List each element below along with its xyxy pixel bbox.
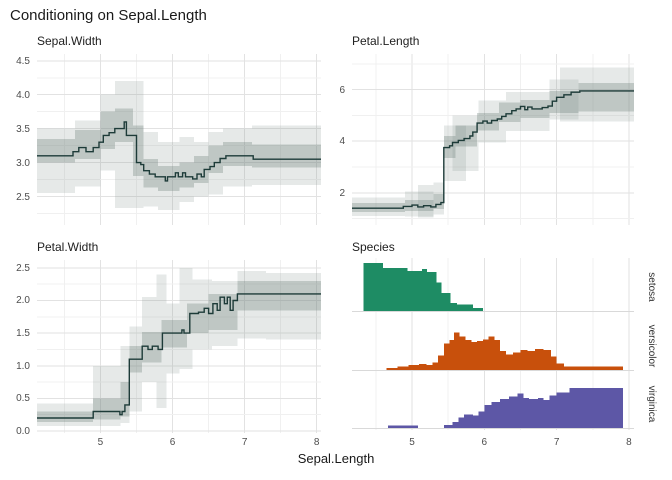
x-tick-7: 7	[241, 437, 248, 448]
panel-title-sepal-width: Sepal.Width	[37, 34, 102, 48]
y-tick-Sepal.Width-2.5: 2.5	[16, 191, 30, 203]
y-tick-Sepal.Width-3.5: 3.5	[16, 123, 30, 135]
page-title: Conditioning on Sepal.Length	[10, 7, 207, 24]
strip-label-virginica: virginica	[646, 385, 657, 423]
y-tick-Sepal.Width-4.0: 4.0	[16, 89, 30, 101]
y-tick-Petal.Length-4: 4	[339, 136, 345, 148]
strip-label-setosa: setosa	[646, 272, 657, 302]
x-tick-8: 8	[313, 437, 320, 448]
y-tick-Petal.Width-0.0: 0.0	[16, 426, 30, 438]
x-tick-5: 5	[97, 437, 104, 448]
x-tick-5: 5	[409, 437, 415, 448]
y-tick-Sepal.Width-3.0: 3.0	[16, 157, 30, 169]
y-tick-Sepal.Width-4.5: 4.5	[16, 55, 30, 67]
x-tick-7: 7	[553, 437, 560, 448]
panel-title-species: Species	[352, 240, 395, 254]
petal-length-plot	[352, 54, 634, 225]
strip-label-versicolor: versicolor	[646, 324, 657, 368]
species-plot	[352, 258, 634, 430]
y-tick-Petal.Width-0.5: 0.5	[16, 393, 30, 405]
y-tick-Petal.Width-1.5: 1.5	[16, 328, 30, 340]
panel-title-petal-length: Petal.Length	[352, 34, 420, 48]
y-tick-Petal.Width-2.5: 2.5	[16, 262, 30, 274]
y-tick-Petal.Width-2.0: 2.0	[16, 295, 30, 307]
x-tick-6: 6	[169, 437, 176, 448]
x-tick-6: 6	[481, 437, 488, 448]
sepal-width-plot	[37, 54, 321, 225]
x-axis-title: Sepal.Length	[297, 451, 375, 466]
y-tick-Petal.Length-6: 6	[339, 84, 345, 96]
y-tick-Petal.Length-2: 2	[339, 187, 345, 199]
petal-width-plot	[37, 260, 321, 433]
panel-title-petal-width: Petal.Width	[37, 240, 99, 254]
y-tick-Petal.Width-1.0: 1.0	[16, 360, 30, 372]
x-tick-8: 8	[626, 437, 632, 448]
